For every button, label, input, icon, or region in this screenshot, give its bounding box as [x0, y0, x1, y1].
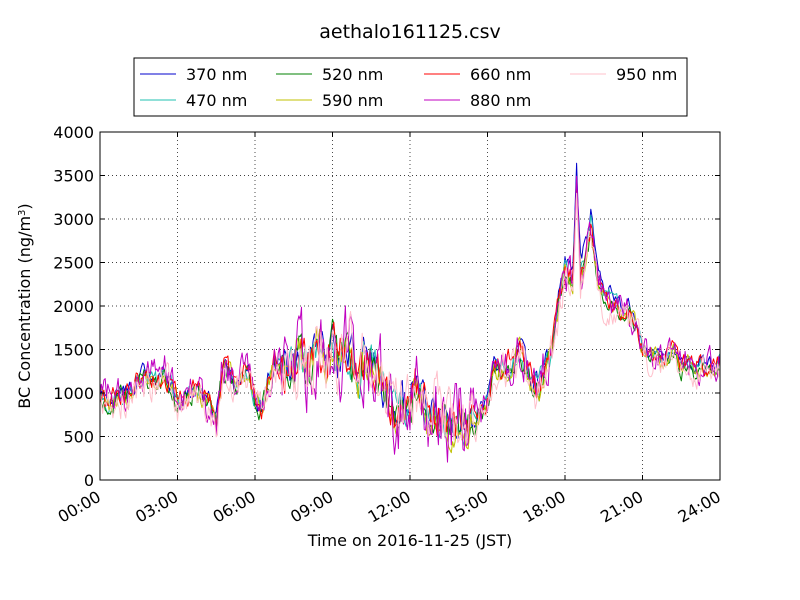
legend-label: 590 nm	[322, 91, 383, 110]
x-tick-label: 03:00	[132, 487, 181, 527]
y-tick-label: 500	[63, 428, 94, 447]
y-tick-label: 1000	[53, 384, 94, 403]
y-tick-label: 2000	[53, 297, 94, 316]
series-line-880-nm	[99, 175, 721, 463]
legend-label: 470 nm	[186, 91, 247, 110]
x-tick-label: 12:00	[365, 487, 414, 527]
legend-label: 520 nm	[322, 65, 383, 84]
legend-label: 660 nm	[470, 65, 531, 84]
y-tick-label: 1500	[53, 341, 94, 360]
chart-title: aethalo161125.csv	[319, 21, 501, 43]
y-tick-label: 0	[84, 471, 94, 490]
grid	[100, 132, 720, 480]
y-tick-label: 3500	[53, 167, 94, 186]
plot-lines	[99, 162, 721, 463]
x-tick-label: 24:00	[675, 487, 724, 527]
legend-label: 880 nm	[470, 91, 531, 110]
legend: 370 nm 470 nm 520 nm 590 nm 660 nm 880 nm 950 …	[133, 57, 688, 117]
y-tick-label: 4000	[53, 123, 94, 142]
y-axis-ticks: 0 500 1000 1500 2000 2500 3000 3500 4000	[53, 123, 720, 490]
legend-label: 370 nm	[186, 65, 247, 84]
x-tick-label: 09:00	[287, 487, 336, 527]
y-axis-label-prefix: BC Concentration (ng/m	[15, 216, 34, 409]
legend-label: 950 nm	[616, 65, 677, 84]
legend-frame	[133, 57, 688, 117]
x-tick-label: 06:00	[210, 487, 259, 527]
x-tick-label: 00:00	[55, 487, 104, 527]
y-axis-label: BC Concentration (ng/m3)	[15, 203, 34, 408]
x-tick-label: 21:00	[597, 487, 646, 527]
x-tick-label: 15:00	[442, 487, 491, 527]
y-tick-label: 2500	[53, 254, 94, 273]
x-axis-ticks: 00:00 03:00 06:00 09:00 12:00 15:00 18:00 21:00…	[55, 132, 724, 527]
x-tick-label: 18:00	[520, 487, 569, 527]
series-line-950-nm	[99, 192, 721, 444]
y-axis-label-sup: 3	[17, 210, 28, 216]
x-axis-label: Time on 2016-11-25 (JST)	[307, 531, 512, 550]
y-tick-label: 3000	[53, 210, 94, 229]
y-axis-label-suffix: )	[15, 203, 34, 209]
